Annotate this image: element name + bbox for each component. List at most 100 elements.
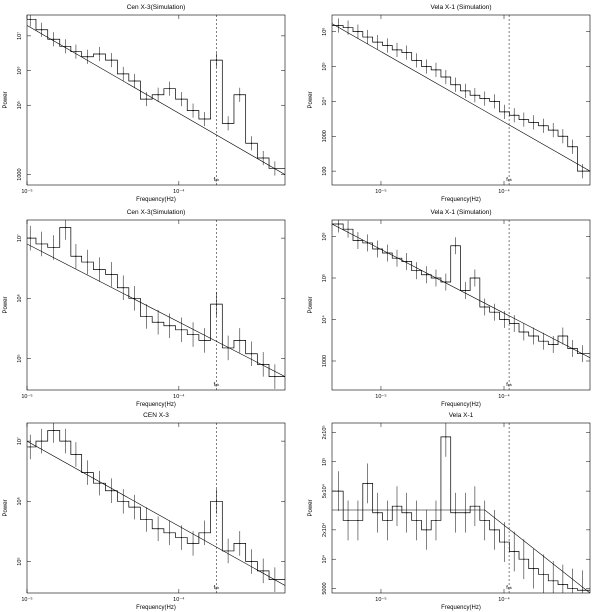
- y-tick-label: 10⁷: [16, 32, 23, 40]
- fit-line: [27, 440, 285, 586]
- x-tick-label: 10⁻⁵: [21, 596, 32, 603]
- x-tick-label: 10⁻⁵: [375, 596, 386, 603]
- data-point: [571, 587, 574, 590]
- data-point: [98, 53, 101, 55]
- data-point: [416, 59, 418, 61]
- data-point: [542, 573, 544, 575]
- plot-area: [332, 220, 590, 390]
- data-point: [493, 100, 496, 102]
- data-point: [523, 331, 525, 333]
- plot-area: [332, 423, 590, 593]
- data-point: [180, 329, 183, 331]
- data-point: [65, 226, 67, 229]
- x-axis-label: Frequency(Hz): [441, 605, 481, 611]
- data-point: [204, 118, 206, 120]
- data-point: [133, 506, 136, 508]
- eh-frequency-label: fₑₕ: [506, 177, 513, 183]
- data-point: [396, 505, 398, 507]
- data-point: [562, 583, 564, 586]
- panel-title: Cen X-3(Simulation): [127, 4, 186, 11]
- data-point: [386, 519, 389, 522]
- data-point: [145, 518, 147, 521]
- data-point: [347, 27, 349, 29]
- data-point: [416, 519, 418, 522]
- y-tick-label: 10⁵: [321, 274, 328, 282]
- data-point: [180, 98, 183, 100]
- eh-frequency-label: fₑₕ: [506, 382, 513, 388]
- data-point: [571, 146, 574, 148]
- data-point: [262, 570, 264, 572]
- data-point: [215, 500, 218, 502]
- data-point: [513, 114, 515, 116]
- data-point: [562, 135, 564, 137]
- panel-title: Vela X-1 (Simulation): [430, 4, 491, 11]
- panel-title: Vela X-1 (Simulation): [430, 209, 491, 216]
- eh-frequency-label: fₑₕ: [214, 177, 221, 183]
- data-point: [122, 287, 124, 289]
- data-point: [454, 84, 457, 86]
- data-point: [337, 223, 339, 225]
- data-point: [406, 260, 408, 263]
- y-tick-label: 10⁶: [321, 27, 328, 35]
- data-point: [122, 73, 124, 75]
- x-tick-label: 10⁻⁴: [173, 188, 185, 195]
- data-point: [474, 94, 476, 96]
- x-tick-label: 10⁻⁴: [498, 596, 510, 603]
- data-point: [425, 529, 427, 531]
- data-point: [425, 65, 427, 68]
- y-tick-label: 10⁶: [321, 232, 328, 240]
- x-tick-label: 10⁻⁴: [173, 596, 185, 603]
- data-point: [474, 505, 476, 507]
- plot-area: [27, 423, 285, 593]
- data-point: [464, 512, 466, 514]
- y-tick-label: 10⁶: [16, 294, 23, 302]
- data-point: [227, 550, 229, 552]
- y-tick-label: 10⁵: [16, 557, 23, 565]
- y-axis-label: Power: [308, 91, 314, 108]
- data-point: [204, 339, 206, 342]
- y-tick-label: 1000: [17, 168, 23, 180]
- data-point: [133, 80, 136, 82]
- data-point: [53, 38, 55, 40]
- x-tick-label: 10⁻⁵: [375, 393, 386, 400]
- data-point: [464, 289, 466, 292]
- data-point: [581, 170, 583, 172]
- x-tick-label: 10⁻⁴: [498, 188, 510, 195]
- data-point: [377, 41, 379, 43]
- data-point: [53, 429, 55, 432]
- y-tick-label: 10⁵: [16, 354, 23, 362]
- data-point: [41, 243, 43, 245]
- data-point: [204, 532, 206, 534]
- panel-title: CEN X-3: [143, 412, 169, 419]
- fit-line: [332, 23, 590, 172]
- data-point: [523, 558, 525, 560]
- data-point: [347, 228, 349, 230]
- panel-title: Vela X-1: [449, 412, 474, 419]
- data-point: [406, 52, 408, 54]
- data-point: [122, 500, 124, 502]
- data-point: [53, 246, 55, 249]
- power-spectrum-steps: [27, 227, 285, 377]
- y-axis-label: Power: [3, 499, 9, 516]
- data-point: [357, 31, 359, 33]
- data-point: [532, 568, 535, 570]
- eh-frequency-label: fₑₕ: [506, 585, 513, 591]
- data-point: [367, 36, 369, 38]
- plot-frame: [26, 422, 286, 594]
- panel-6: Vela X-1 Frequency(Hz) Power 10⁻⁵ 10⁻⁴ 5000 10…: [308, 412, 591, 611]
- y-axis-label: Power: [3, 91, 9, 108]
- y-tick-label: 5000: [322, 582, 328, 594]
- power-spectrum-steps: [332, 436, 590, 591]
- data-point: [357, 519, 359, 522]
- data-point: [377, 248, 379, 250]
- data-point: [513, 322, 515, 325]
- data-point: [484, 306, 486, 308]
- data-point: [239, 339, 241, 342]
- data-point: [145, 315, 147, 318]
- data-point: [239, 542, 241, 545]
- data-point: [493, 311, 496, 313]
- x-axis-label: Frequency(Hz): [441, 197, 481, 203]
- plot-area: [27, 220, 285, 390]
- panel-1: Cen X-3(Simulation) Frequency(Hz) Power 10⁻…: [3, 4, 286, 203]
